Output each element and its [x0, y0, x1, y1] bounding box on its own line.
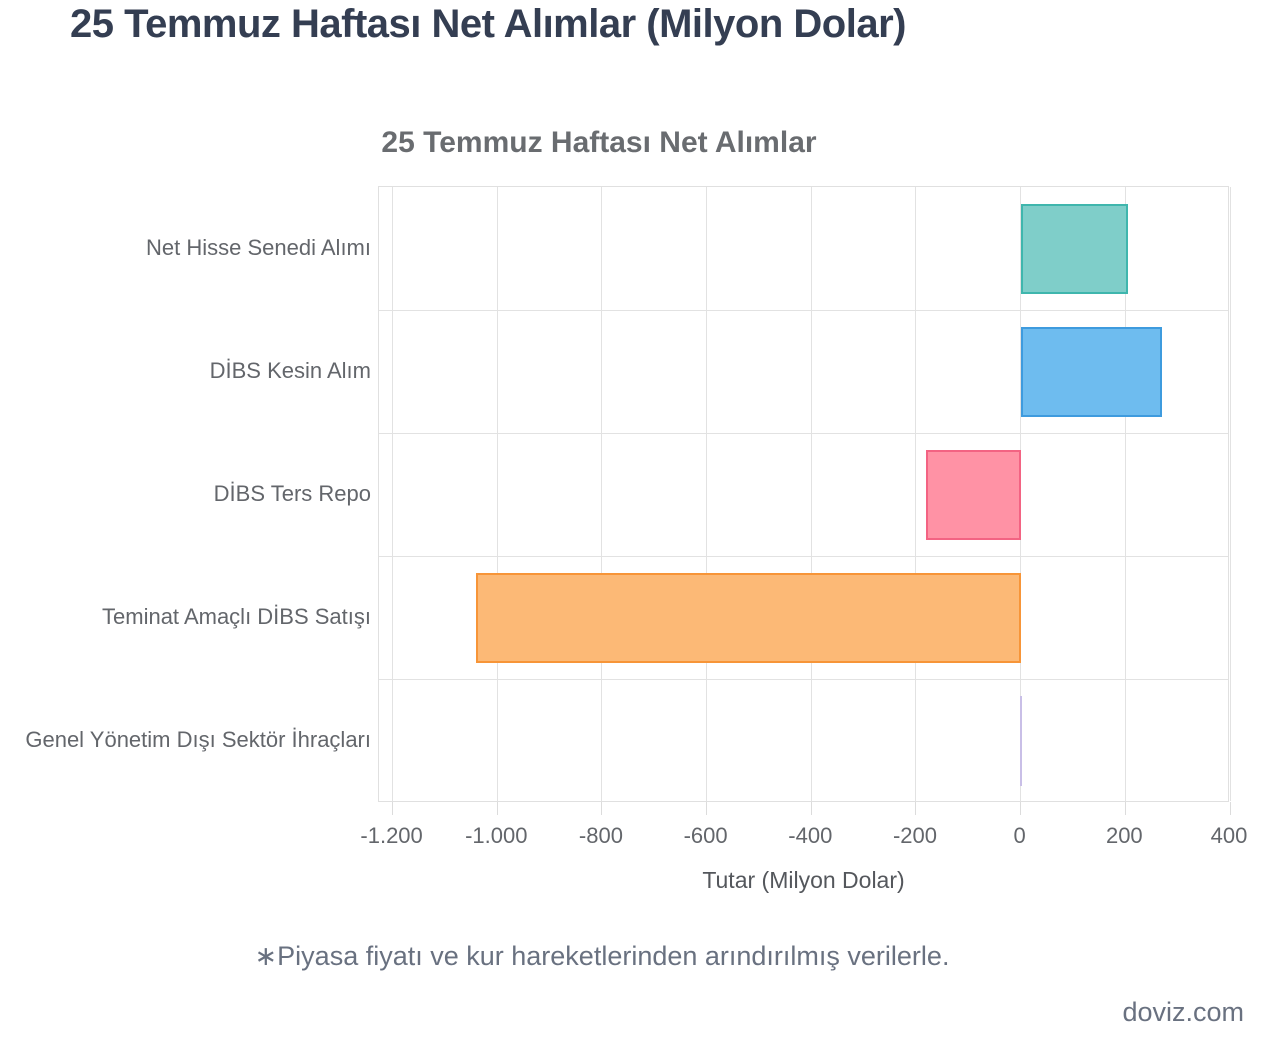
- category-label: Genel Yönetim Dışı Sektör İhraçları: [25, 727, 371, 753]
- category-label: Net Hisse Senedi Alımı: [146, 234, 371, 260]
- watermark: doviz.com: [1122, 997, 1244, 1027]
- row-separator: [379, 679, 1228, 681]
- plot-area: [378, 186, 1231, 815]
- chart-bar: [1020, 203, 1128, 294]
- x-tickmark: [706, 802, 708, 815]
- x-tickmark: [601, 802, 603, 815]
- x-tick-label: -200: [892, 823, 937, 848]
- x-gridline: [1124, 187, 1126, 801]
- x-tick-label: 200: [1105, 823, 1143, 848]
- x-gridline: [496, 187, 498, 801]
- x-tickmark: [392, 802, 394, 815]
- x-tick-label: -1.200: [360, 823, 423, 848]
- x-gridline: [915, 187, 917, 801]
- row-separator: [379, 556, 1228, 558]
- x-tick-label: 400: [1210, 823, 1248, 848]
- category-label: DİBS Ters Repo: [213, 480, 371, 506]
- x-gridline: [601, 187, 603, 801]
- page-title: 25 Temmuz Haftası Net Alımlar (Milyon Do…: [70, 2, 906, 46]
- x-tick-label: -400: [788, 823, 833, 848]
- x-tickmark: [1124, 802, 1126, 815]
- x-tickmark: [1020, 802, 1022, 815]
- x-gridline: [810, 187, 812, 801]
- chart-bar: [1020, 326, 1162, 417]
- x-gridline: [706, 187, 708, 801]
- x-tickmark: [1229, 802, 1231, 815]
- row-separator: [379, 432, 1228, 434]
- footnote: ∗Piyasa fiyatı ve kur hareketlerinden ar…: [254, 941, 950, 971]
- x-tickmark: [810, 802, 812, 815]
- x-tickmark: [915, 802, 917, 815]
- row-separator: [379, 309, 1228, 311]
- chart-bar: [476, 573, 1021, 664]
- x-gridline: [1229, 187, 1231, 801]
- chart-title: 25 Temmuz Haftası Net Alımlar: [381, 126, 817, 159]
- x-tickmark: [496, 802, 498, 815]
- x-axis-title: Tutar (Milyon Dolar): [702, 867, 905, 893]
- x-gridline: [392, 187, 394, 801]
- chart-bar: [1019, 696, 1022, 787]
- x-gridline: [1020, 187, 1022, 801]
- x-tick-label: -600: [683, 823, 728, 848]
- x-tick-label: 0: [1013, 823, 1026, 848]
- chart-bar: [926, 450, 1021, 540]
- category-label: DİBS Kesin Alım: [209, 357, 371, 383]
- category-label: Teminat Amaçlı DİBS Satışı: [102, 604, 371, 630]
- x-tick-label: -800: [578, 823, 623, 848]
- x-tick-label: -1.000: [465, 823, 528, 848]
